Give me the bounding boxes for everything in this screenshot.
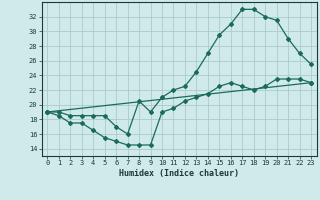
X-axis label: Humidex (Indice chaleur): Humidex (Indice chaleur) [119,169,239,178]
